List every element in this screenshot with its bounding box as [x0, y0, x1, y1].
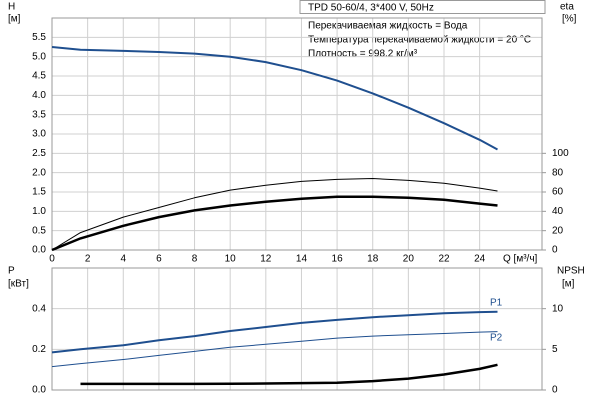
x-axis-label: Q [м³/ч] — [503, 254, 538, 265]
y-axis-label: P — [8, 266, 15, 277]
y-tick-label: 4.0 — [32, 90, 46, 101]
y-tick-label: 5.5 — [32, 32, 46, 43]
chart-title: TPD 50-60/4, 3*400 V, 50Hz — [308, 3, 434, 14]
y-tick-label: 2.0 — [32, 167, 46, 178]
y-axis-label: [кВт] — [8, 279, 29, 290]
y2-tick-label: 0 — [552, 245, 558, 256]
curve — [51, 178, 498, 251]
y-tick-label: 2.5 — [32, 148, 46, 159]
y-tick-label: 0.4 — [32, 303, 46, 314]
annotation: Температура перекачиваемой жидкости = 20… — [308, 35, 531, 46]
x-tick-label: 12 — [260, 254, 272, 265]
x-tick-label: 0 — [49, 254, 55, 265]
y2-tick-label: 0 — [552, 385, 558, 396]
y-tick-label: 0.5 — [32, 225, 46, 236]
y2-axis-label: NPSH — [557, 266, 585, 277]
y2-tick-label: 60 — [552, 187, 564, 198]
y2-tick-label: 100 — [552, 148, 569, 159]
curve — [51, 46, 498, 151]
x-tick-label: 10 — [225, 254, 237, 265]
x-tick-label: 20 — [403, 254, 415, 265]
plot-frame — [51, 267, 543, 391]
y2-axis-label: eta — [560, 2, 574, 13]
y-tick-label: 3.5 — [32, 109, 46, 120]
x-tick-label: 16 — [332, 254, 344, 265]
plot-frame — [51, 17, 543, 251]
y-tick-label: 1.0 — [32, 206, 46, 217]
y-axis-label: [м] — [8, 14, 21, 25]
legend-label: P2 — [490, 333, 503, 344]
curve — [51, 195, 498, 252]
y-tick-label: 3.0 — [32, 129, 46, 140]
y-tick-label: 5.0 — [32, 51, 46, 62]
y2-tick-label: 5 — [552, 344, 558, 355]
y-tick-label: 0.0 — [32, 385, 46, 396]
curve — [51, 331, 498, 368]
x-tick-label: 8 — [192, 254, 198, 265]
curve — [51, 310, 498, 354]
x-tick-label: 24 — [474, 254, 486, 265]
x-tick-label: 6 — [156, 254, 162, 265]
x-tick-label: 14 — [296, 254, 308, 265]
y2-axis-label: [%] — [562, 14, 577, 25]
y-tick-label: 0.2 — [32, 344, 46, 355]
y2-tick-label: 40 — [552, 206, 564, 217]
y2-tick-label: 80 — [552, 167, 564, 178]
y2-tick-label: 10 — [552, 303, 564, 314]
y2-axis-label: [м] — [562, 279, 575, 290]
annotation: Перекачиваемая жидкость = Вода — [308, 21, 468, 32]
y-tick-label: 0.0 — [32, 245, 46, 256]
y2-tick-label: 20 — [552, 225, 564, 236]
y-tick-label: 1.5 — [32, 187, 46, 198]
annotation: Плотность = 998.2 кг/м³ — [308, 49, 418, 60]
curve — [80, 363, 498, 386]
x-tick-label: 18 — [367, 254, 379, 265]
x-tick-label: 22 — [438, 254, 450, 265]
legend-label: P1 — [490, 298, 503, 309]
y-axis-label: H — [8, 2, 15, 13]
title-box — [299, 0, 546, 14]
x-tick-label: 4 — [120, 254, 126, 265]
x-tick-label: 2 — [85, 254, 91, 265]
y-tick-label: 4.5 — [32, 71, 46, 82]
